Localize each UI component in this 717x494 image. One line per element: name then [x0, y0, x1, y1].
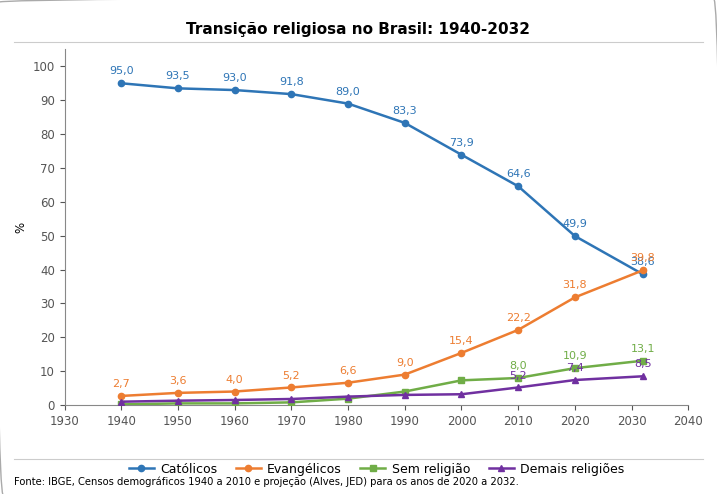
Text: 4,0: 4,0 [226, 374, 244, 385]
Text: 91,8: 91,8 [279, 77, 304, 87]
Text: 7,4: 7,4 [566, 363, 584, 373]
Line: Evangélicos: Evangélicos [118, 267, 646, 399]
Católicos [639, 271, 647, 277]
Evangélicos [174, 390, 182, 396]
Demais religiões [571, 377, 579, 383]
Sem religião [343, 396, 352, 402]
Demais religiões [287, 396, 295, 402]
Text: 6,6: 6,6 [339, 366, 357, 376]
Evangélicos [287, 384, 295, 390]
Sem religião [287, 400, 295, 406]
Demais religiões [639, 373, 647, 379]
Sem religião [571, 365, 579, 371]
Evangélicos [457, 350, 466, 356]
Católicos [514, 183, 523, 189]
Evangélicos [117, 393, 125, 399]
Católicos [174, 85, 182, 91]
Sem religião [401, 389, 409, 395]
Evangélicos [639, 267, 647, 273]
Evangélicos [401, 371, 409, 377]
Católicos [571, 233, 579, 239]
Demais religiões [174, 398, 182, 404]
Católicos [287, 91, 295, 97]
Demais religiões [230, 397, 239, 403]
Demais religiões [457, 391, 466, 397]
Text: 22,2: 22,2 [505, 313, 531, 323]
Text: 95,0: 95,0 [109, 66, 133, 77]
Text: 89,0: 89,0 [336, 86, 361, 97]
Text: 31,8: 31,8 [563, 281, 587, 290]
Sem religião [117, 402, 125, 408]
Demais religiões [514, 384, 523, 390]
Text: 15,4: 15,4 [449, 336, 474, 346]
Text: 8,0: 8,0 [509, 361, 527, 371]
Text: 38,6: 38,6 [631, 257, 655, 267]
Text: 64,6: 64,6 [506, 169, 531, 179]
Text: 93,0: 93,0 [222, 73, 247, 83]
Text: 5,2: 5,2 [509, 370, 527, 380]
Text: 8,5: 8,5 [634, 359, 652, 370]
Y-axis label: %: % [14, 222, 27, 233]
Text: 73,9: 73,9 [449, 138, 474, 148]
Evangélicos [514, 327, 523, 333]
Sem religião [514, 375, 523, 381]
Text: 9,0: 9,0 [396, 358, 414, 368]
Text: 2,7: 2,7 [113, 379, 130, 389]
Text: 39,8: 39,8 [630, 253, 655, 263]
Text: Transição religiosa no Brasil: 1940-2032: Transição religiosa no Brasil: 1940-2032 [186, 22, 531, 37]
Católicos [230, 87, 239, 93]
Católicos [401, 120, 409, 126]
Line: Católicos: Católicos [118, 80, 646, 278]
Line: Demais religiões: Demais religiões [118, 373, 646, 405]
Católicos [343, 101, 352, 107]
Sem religião [457, 377, 466, 383]
Text: 5,2: 5,2 [282, 370, 300, 380]
Text: 49,9: 49,9 [562, 219, 587, 229]
Sem religião [230, 401, 239, 407]
Demais religiões [343, 394, 352, 400]
Legend: Católicos, Evangélicos, Sem religião, Demais religiões: Católicos, Evangélicos, Sem religião, De… [123, 457, 630, 481]
Evangélicos [343, 380, 352, 386]
Católicos [117, 81, 125, 86]
Text: 93,5: 93,5 [166, 72, 190, 82]
Text: 10,9: 10,9 [563, 351, 587, 361]
Sem religião [174, 401, 182, 407]
Demais religiões [401, 392, 409, 398]
Demais religiões [117, 399, 125, 405]
Sem religião [639, 358, 647, 364]
Evangélicos [571, 294, 579, 300]
Text: 13,1: 13,1 [631, 344, 655, 354]
Evangélicos [230, 389, 239, 395]
Text: 3,6: 3,6 [169, 376, 186, 386]
Católicos [457, 152, 466, 158]
Text: Fonte: IBGE, Censos demográficos 1940 a 2010 e projeção (Alves, JED) para os ano: Fonte: IBGE, Censos demográficos 1940 a … [14, 476, 519, 487]
Text: 83,3: 83,3 [392, 106, 417, 116]
Line: Sem religião: Sem religião [118, 358, 646, 408]
